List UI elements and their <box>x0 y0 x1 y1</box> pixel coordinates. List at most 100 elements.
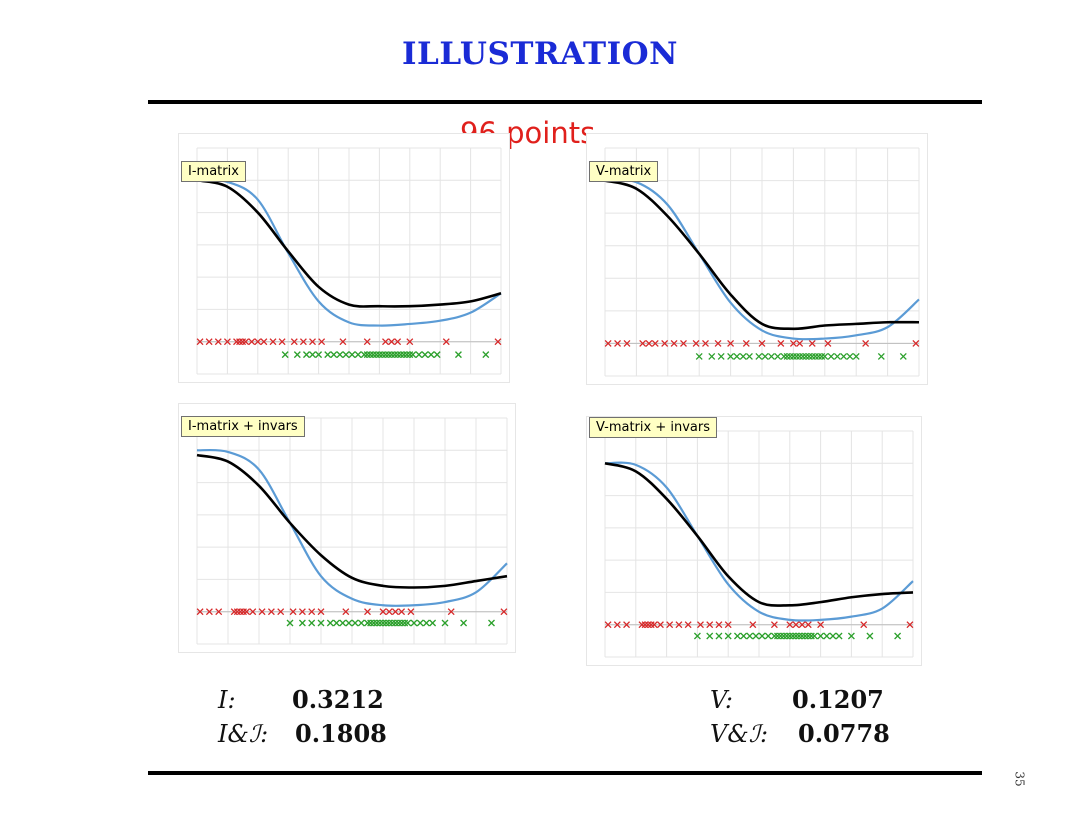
data-point-mark <box>214 338 222 346</box>
data-point-mark <box>912 339 920 347</box>
data-point-mark <box>739 352 747 360</box>
panel-label: I-matrix + invars <box>181 416 305 437</box>
metric-value: 0.1207 <box>792 685 884 714</box>
data-point-mark <box>802 352 810 360</box>
data-point-mark <box>249 608 257 616</box>
data-point-mark <box>223 338 231 346</box>
data-point-mark <box>242 338 250 346</box>
data-point-mark <box>454 351 462 359</box>
data-point-mark <box>846 352 854 360</box>
series-line <box>604 462 914 607</box>
data-point-mark <box>852 352 860 360</box>
data-point-mark <box>795 632 803 640</box>
data-point-mark <box>702 339 709 347</box>
data-point-mark <box>391 351 399 359</box>
data-point-mark <box>746 632 754 640</box>
data-point-mark <box>342 351 350 359</box>
data-point-mark <box>395 619 402 627</box>
data-point-mark <box>805 352 813 360</box>
data-point-mark <box>318 338 326 346</box>
data-point-mark <box>684 621 692 629</box>
series-line <box>196 453 508 589</box>
data-point-mark <box>650 621 658 629</box>
chart-i-matrix-invars <box>196 417 508 645</box>
data-point-mark <box>336 351 344 359</box>
metrics-left: I: 0.3212 I&ℐ: 0.1808 <box>218 683 418 751</box>
data-point-mark <box>796 352 804 360</box>
series-line <box>604 178 920 341</box>
data-point-mark <box>651 339 659 347</box>
data-point-mark <box>339 338 347 346</box>
data-point-mark <box>623 621 631 629</box>
chart-panel-v-matrix-invars: V-matrix + invars <box>586 416 922 666</box>
data-point-mark <box>442 338 450 346</box>
data-point-mark <box>829 632 837 640</box>
metrics-right: V: 0.1207 V&ℐ: 0.0778 <box>710 683 910 751</box>
data-point-mark <box>429 619 437 627</box>
data-point-mark <box>289 608 297 616</box>
data-point-mark <box>342 608 350 616</box>
data-point-mark <box>488 619 495 627</box>
data-point-mark <box>360 351 368 359</box>
data-point-mark <box>339 619 347 627</box>
data-point-mark <box>447 608 455 616</box>
data-point-mark <box>695 352 703 360</box>
data-point-mark <box>398 608 406 616</box>
data-point-mark <box>233 338 240 346</box>
data-point-mark <box>215 608 223 616</box>
data-point-mark <box>645 339 653 347</box>
data-point-mark <box>715 632 723 640</box>
data-point-mark <box>647 621 655 629</box>
data-point-mark <box>604 339 612 347</box>
data-point-mark <box>308 619 316 627</box>
data-point-mark <box>894 632 902 640</box>
data-point-mark <box>808 352 816 360</box>
data-point-mark <box>482 351 490 359</box>
series-line <box>604 461 914 622</box>
data-point-mark <box>397 351 405 359</box>
data-point-mark <box>406 351 414 359</box>
data-point-mark <box>786 352 794 360</box>
data-point-mark <box>317 608 325 616</box>
data-point-mark <box>639 339 647 347</box>
data-point-mark <box>774 352 782 360</box>
data-point-mark <box>260 338 268 346</box>
data-point-mark <box>786 621 794 629</box>
data-point-mark <box>333 619 340 627</box>
data-point-mark <box>758 632 766 640</box>
data-point-mark <box>309 351 316 359</box>
data-point-mark <box>205 608 213 616</box>
data-point-mark <box>309 338 316 346</box>
data-point-mark <box>804 632 812 640</box>
data-point-mark <box>614 339 622 347</box>
data-point-mark <box>792 632 800 640</box>
data-point-mark <box>715 621 723 629</box>
data-point-mark <box>394 338 402 346</box>
data-point-mark <box>623 339 631 347</box>
data-point-mark <box>345 619 353 627</box>
data-point-mark <box>727 352 735 360</box>
metric-row: V: 0.1207 <box>710 683 910 717</box>
data-point-mark <box>786 632 794 640</box>
data-point-mark <box>364 619 371 627</box>
data-point-mark <box>416 619 424 627</box>
data-point-mark <box>706 632 714 640</box>
data-point-mark <box>656 621 664 629</box>
data-point-mark <box>792 621 800 629</box>
data-point-mark <box>348 351 356 359</box>
data-point-mark <box>906 621 914 629</box>
metric-value: 0.1808 <box>295 719 387 748</box>
data-point-mark <box>422 619 430 627</box>
data-point-mark <box>366 351 374 359</box>
data-point-mark <box>770 621 778 629</box>
data-point-mark <box>364 608 371 616</box>
data-point-mark <box>324 351 332 359</box>
data-point-mark <box>670 339 678 347</box>
data-point-mark <box>877 352 885 360</box>
data-point-mark <box>666 621 674 629</box>
data-point-mark <box>717 352 725 360</box>
data-point-mark <box>752 632 760 640</box>
data-point-mark <box>724 621 732 629</box>
data-point-mark <box>860 621 868 629</box>
data-point-mark <box>740 632 748 640</box>
